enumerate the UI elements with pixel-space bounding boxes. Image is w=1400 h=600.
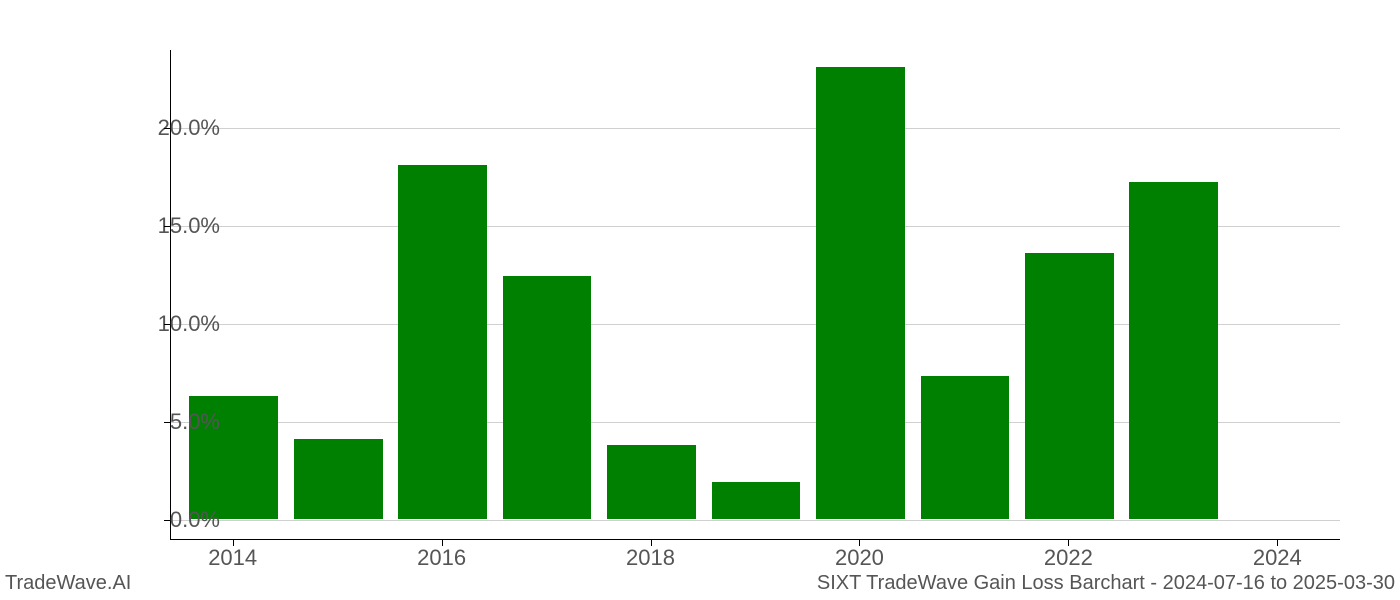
y-tick-label: 10.0%	[120, 311, 220, 337]
x-tick-mark	[651, 540, 652, 546]
gridline	[171, 128, 1340, 129]
x-tick-mark	[442, 540, 443, 546]
bar	[921, 376, 1010, 519]
bar	[712, 482, 801, 519]
x-tick-mark	[859, 540, 860, 546]
gridline	[171, 520, 1340, 521]
y-tick-label: 15.0%	[120, 213, 220, 239]
bar	[503, 276, 592, 519]
y-tick-label: 20.0%	[120, 115, 220, 141]
bar	[607, 445, 696, 519]
y-tick-mark	[164, 128, 170, 129]
bar	[816, 67, 905, 520]
x-tick-mark	[233, 540, 234, 546]
y-tick-mark	[164, 324, 170, 325]
x-tick-label: 2014	[208, 545, 257, 571]
bar	[398, 165, 487, 520]
bar	[1025, 253, 1114, 520]
x-tick-label: 2024	[1253, 545, 1302, 571]
x-tick-label: 2022	[1044, 545, 1093, 571]
y-tick-mark	[164, 520, 170, 521]
y-tick-mark	[164, 422, 170, 423]
x-tick-label: 2020	[835, 545, 884, 571]
chart-container	[170, 50, 1340, 540]
x-tick-mark	[1277, 540, 1278, 546]
y-tick-label: 0.0%	[120, 507, 220, 533]
bar	[1129, 182, 1218, 519]
x-tick-mark	[1068, 540, 1069, 546]
y-tick-mark	[164, 226, 170, 227]
x-tick-label: 2018	[626, 545, 675, 571]
bar	[294, 439, 383, 519]
x-tick-label: 2016	[417, 545, 466, 571]
footer-left-label: TradeWave.AI	[5, 572, 131, 595]
plot-area	[170, 50, 1340, 540]
footer-right-label: SIXT TradeWave Gain Loss Barchart - 2024…	[817, 572, 1395, 595]
y-tick-label: 5.0%	[120, 409, 220, 435]
